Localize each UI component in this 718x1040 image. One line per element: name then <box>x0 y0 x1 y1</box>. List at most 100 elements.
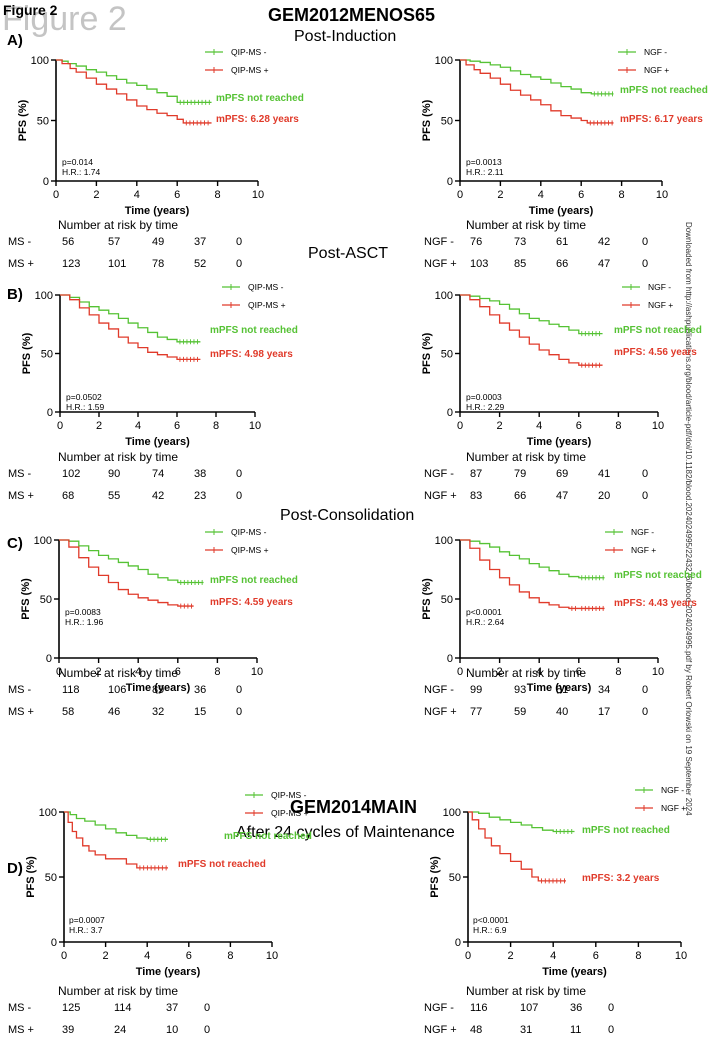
p-value: p<0.0001 <box>466 607 502 617</box>
hazard-ratio: H.R.: 3.7 <box>69 925 103 935</box>
subsection-title-post-asct: Post-ASCT <box>308 245 389 262</box>
risk-table-title: Number at risk by time <box>58 984 179 998</box>
risk-cell: 0 <box>236 468 243 480</box>
y-tick-label: 0 <box>47 407 53 419</box>
risk-cell: 0 <box>608 1024 615 1036</box>
section-title-gem2012: GEM2012MENOS65 <box>268 5 436 25</box>
y-tick-label: 100 <box>435 55 453 67</box>
x-tick-label: 8 <box>615 420 621 432</box>
p-value: p=0.0083 <box>65 607 101 617</box>
x-tick-label: 4 <box>550 950 556 962</box>
risk-table-title: Number at risk by time <box>466 450 587 464</box>
legend-entry: NGF + <box>622 300 673 310</box>
risk-cell: 90 <box>108 468 121 480</box>
legend-entry: NGF + <box>605 545 656 555</box>
hazard-ratio: H.R.: 2.11 <box>466 167 504 177</box>
risk-cell: 40 <box>556 706 569 718</box>
legend-entry: QIP-MS + <box>205 65 269 75</box>
risk-row-label: NGF + <box>424 258 457 270</box>
y-tick-label: 100 <box>39 807 57 819</box>
risk-cell: 32 <box>152 706 165 718</box>
legend-label: QIP-MS + <box>231 545 269 555</box>
x-tick-label: 8 <box>635 950 641 962</box>
x-tick-label: 10 <box>266 950 278 962</box>
risk-row-label: MS + <box>8 706 34 718</box>
y-tick-label: 100 <box>31 55 49 67</box>
x-axis-label: Time (years) <box>527 682 592 694</box>
p-value: p=0.014 <box>62 157 93 167</box>
risk-cell: 37 <box>194 236 207 248</box>
x-tick-label: 6 <box>175 666 181 678</box>
mpfs-annotation-positive: mPFS: 4.98 years <box>210 349 293 360</box>
x-tick-label: 8 <box>619 189 625 201</box>
risk-cell: 0 <box>236 258 243 270</box>
risk-cell: 49 <box>152 236 165 248</box>
y-axis-label: PFS (%) <box>421 578 433 620</box>
subsection-title-post-induction: Post-Induction <box>294 28 397 45</box>
risk-cell: 0 <box>608 1002 615 1014</box>
risk-row-label: NGF - <box>424 684 454 696</box>
risk-cell: 89 <box>152 684 165 696</box>
risk-cell: 46 <box>108 706 121 718</box>
risk-cell: 101 <box>108 258 127 270</box>
x-tick-label: 0 <box>457 666 463 678</box>
mpfs-annotation-negative: mPFS not reached <box>210 575 298 586</box>
risk-cell: 83 <box>470 490 483 502</box>
legend-entry: QIP-MS - <box>245 790 307 800</box>
risk-cell: 42 <box>152 490 165 502</box>
risk-table-title: Number at risk by time <box>58 450 179 464</box>
mpfs-annotation-positive: mPFS: 3.2 years <box>582 873 660 884</box>
km-curve-negative <box>60 294 201 343</box>
x-axis-label: Time (years) <box>542 966 607 978</box>
mpfs-annotation-positive: mPFS: 4.43 years <box>614 598 697 609</box>
mpfs-annotation-positive: mPFS not reached <box>178 859 266 870</box>
km-curve-positive <box>468 811 566 882</box>
km-curve-positive <box>460 294 603 366</box>
hazard-ratio: H.R.: 2.64 <box>466 617 505 627</box>
risk-cell: 36 <box>194 684 207 696</box>
risk-cell: 23 <box>194 490 207 502</box>
legend-label: QIP-MS - <box>248 282 284 292</box>
risk-cell: 118 <box>62 684 80 696</box>
legend-entry: NGF - <box>622 282 671 292</box>
x-axis-label: Time (years) <box>527 436 592 448</box>
x-tick-label: 8 <box>227 950 233 962</box>
x-tick-label: 10 <box>251 666 263 678</box>
risk-table-title: Number at risk by time <box>58 218 179 232</box>
x-tick-label: 0 <box>56 666 62 678</box>
p-value: p=0.0003 <box>466 392 502 402</box>
risk-cell: 81 <box>556 684 569 696</box>
risk-cell: 57 <box>108 236 121 248</box>
legend-label: QIP-MS - <box>231 527 267 537</box>
y-axis-label: PFS (%) <box>25 856 37 898</box>
risk-cell: 20 <box>598 490 611 502</box>
km-curve-positive <box>56 59 212 124</box>
mpfs-annotation-positive: mPFS: 4.56 years <box>614 347 697 358</box>
mpfs-annotation-negative: mPFS not reached <box>210 325 298 336</box>
y-axis-label: PFS (%) <box>17 99 29 141</box>
legend-entry: NGF - <box>605 527 654 537</box>
y-tick-label: 100 <box>443 807 461 819</box>
mpfs-annotation-positive: mPFS: 4.59 years <box>210 597 293 608</box>
mpfs-annotation-negative: mPFS not reached <box>582 825 670 836</box>
hazard-ratio: H.R.: 1.74 <box>62 167 101 177</box>
y-tick-label: 0 <box>447 176 453 188</box>
x-tick-label: 6 <box>186 950 192 962</box>
risk-cell: 15 <box>194 706 207 718</box>
x-tick-label: 6 <box>174 420 180 432</box>
risk-cell: 114 <box>114 1002 132 1014</box>
x-axis-label: Time (years) <box>529 205 594 217</box>
legend-entry: QIP-MS + <box>205 545 269 555</box>
x-tick-label: 10 <box>675 950 687 962</box>
risk-row-label: MS - <box>8 684 32 696</box>
y-tick-label: 50 <box>41 349 53 361</box>
y-tick-label: 50 <box>441 116 453 128</box>
risk-cell: 55 <box>108 490 121 502</box>
x-tick-label: 0 <box>465 950 471 962</box>
risk-row-label: NGF - <box>424 1002 454 1014</box>
risk-cell: 85 <box>514 258 527 270</box>
km-curve-negative <box>64 811 168 840</box>
